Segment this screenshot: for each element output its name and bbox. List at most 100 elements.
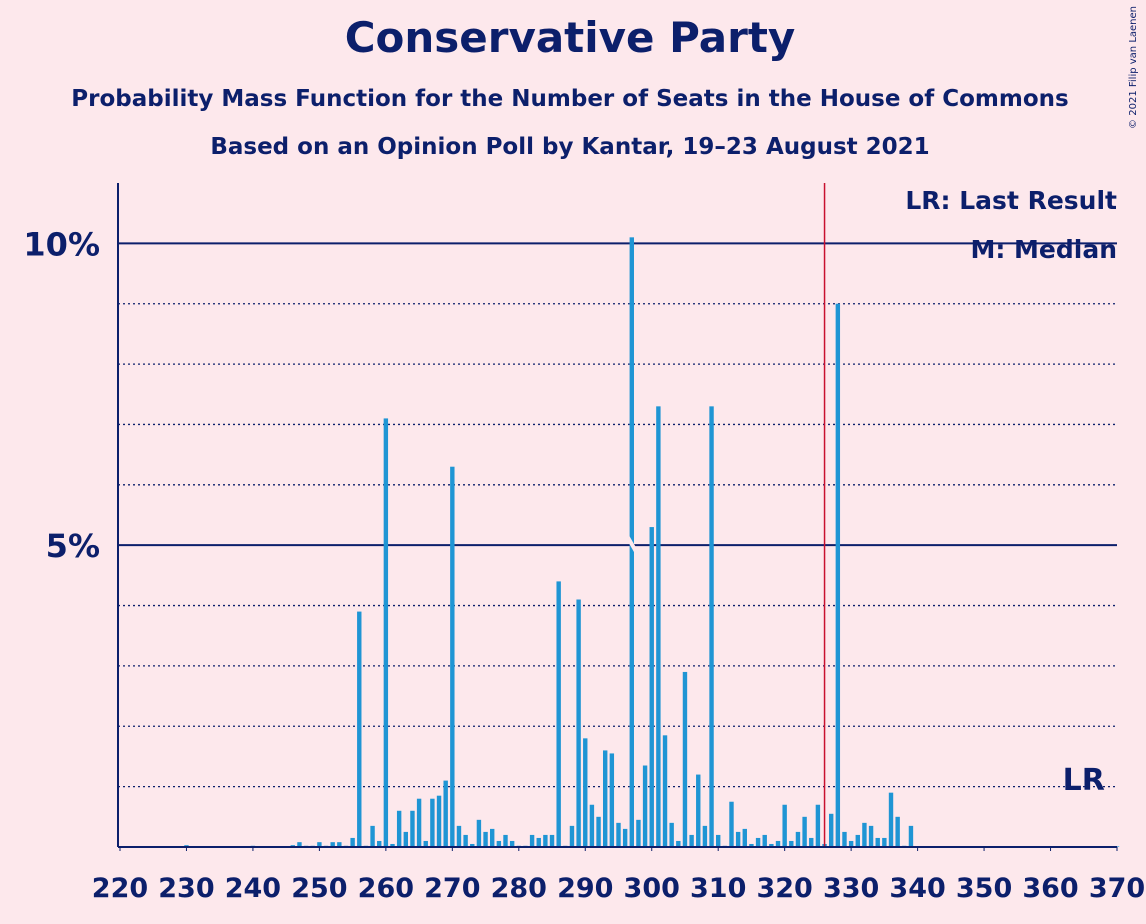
bar (702, 825, 708, 847)
y-tick-label: 10% (23, 225, 100, 263)
bar (888, 792, 894, 847)
bar (317, 842, 322, 847)
x-tick-label: 290 (557, 873, 613, 904)
bar (297, 842, 302, 847)
bar (483, 831, 488, 847)
bar (755, 837, 761, 847)
x-tick-label: 360 (1022, 873, 1078, 904)
bar (762, 834, 767, 847)
bar (815, 804, 821, 847)
bar (656, 406, 661, 847)
x-tick-label: 370 (1089, 873, 1145, 904)
bar (430, 798, 435, 847)
x-tick-label: 320 (756, 873, 812, 904)
credit: © 2021 Filip van Laenen (1128, 6, 1139, 129)
bar (848, 840, 854, 847)
bar (556, 581, 561, 847)
bar (543, 834, 548, 847)
bar (410, 810, 415, 847)
bar (782, 804, 787, 847)
bar (729, 801, 734, 847)
bar (875, 837, 880, 847)
x-tick-label: 260 (358, 873, 414, 904)
bar (370, 825, 375, 847)
bar (596, 816, 601, 847)
bar (775, 840, 781, 847)
chart-subtitle: Probability Mass Function for the Number… (71, 86, 1068, 112)
bar (576, 599, 581, 847)
bar (509, 840, 515, 847)
bar (715, 834, 721, 847)
bar (569, 825, 575, 847)
x-tick-label: 310 (690, 873, 746, 904)
last-result-label: LR (1063, 763, 1105, 798)
bar (789, 840, 794, 847)
bar (496, 840, 502, 847)
bar (403, 831, 409, 847)
bar (337, 842, 342, 847)
bar (463, 834, 468, 847)
bar (769, 843, 774, 847)
bar (855, 834, 860, 847)
bar (828, 813, 834, 847)
bar (649, 527, 654, 847)
bar (642, 765, 648, 847)
bar (882, 837, 887, 847)
bar (662, 735, 668, 847)
x-tick-label: 270 (424, 873, 480, 904)
x-tick-label: 330 (823, 873, 879, 904)
y-tick-label: 5% (46, 527, 100, 565)
bar (735, 831, 741, 847)
bar (682, 671, 688, 847)
bar (636, 819, 641, 847)
bar (357, 611, 362, 847)
bar (390, 843, 395, 847)
bar (862, 822, 867, 847)
bar (669, 822, 674, 847)
median-marker (626, 536, 638, 553)
x-tick-label: 300 (624, 873, 680, 904)
chart-subtitle: Based on an Opinion Poll by Kantar, 19–2… (210, 134, 929, 160)
bar (470, 843, 475, 847)
bar (490, 828, 495, 847)
x-tick-label: 250 (291, 873, 347, 904)
bar (802, 816, 807, 847)
bar (709, 406, 714, 847)
bar (583, 738, 588, 847)
bar (377, 840, 382, 847)
bar (908, 825, 914, 847)
x-tick-label: 280 (491, 873, 547, 904)
bar (330, 842, 335, 847)
bar (383, 418, 389, 847)
bar (895, 816, 900, 847)
bar (396, 810, 402, 847)
bar (842, 831, 847, 847)
bar (589, 804, 595, 847)
bar (536, 837, 541, 847)
bar (443, 780, 448, 847)
bar (503, 834, 508, 847)
bar (696, 774, 701, 847)
bar (622, 828, 628, 847)
x-tick-label: 350 (956, 873, 1012, 904)
bar (603, 750, 608, 847)
bar (868, 825, 874, 847)
bar (676, 840, 681, 847)
bar (450, 466, 455, 847)
x-tick-label: 230 (158, 873, 214, 904)
legend-entry: LR: Last Result (905, 186, 1117, 215)
bar (456, 825, 462, 847)
bar (742, 828, 747, 847)
bar (416, 798, 422, 847)
x-tick-label: 340 (889, 873, 945, 904)
bar (350, 837, 355, 847)
bar (436, 795, 442, 847)
bar (609, 753, 615, 847)
x-tick-label: 240 (225, 873, 281, 904)
bar (549, 834, 555, 847)
bar (476, 819, 482, 847)
legend-entry: M: Median (970, 235, 1117, 264)
bar (749, 843, 754, 847)
